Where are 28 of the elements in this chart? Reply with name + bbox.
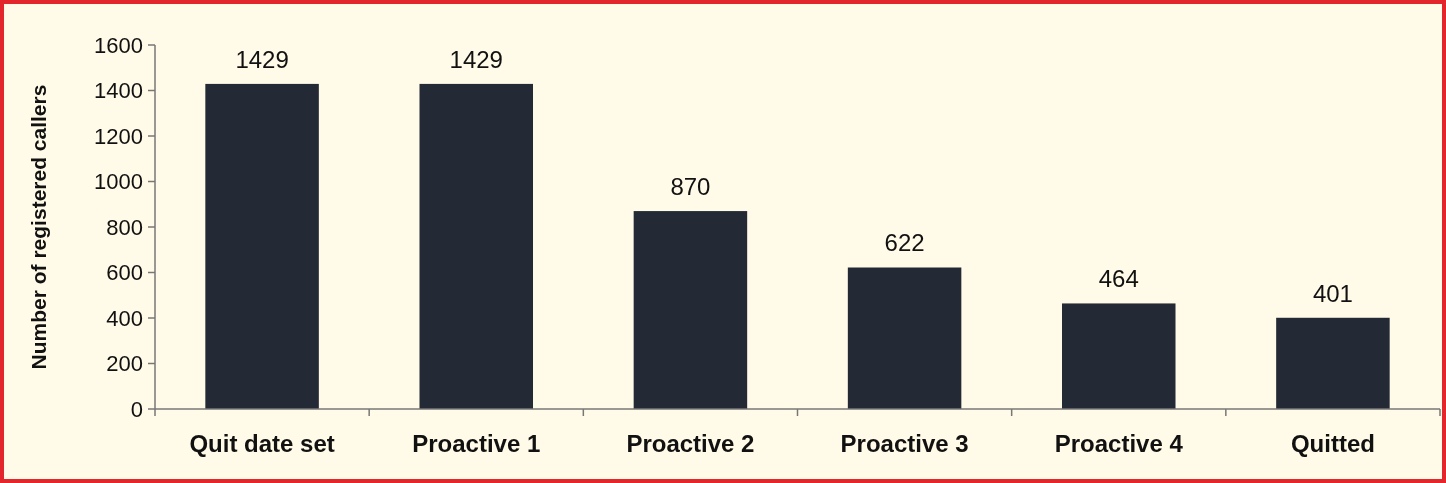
bar [1062,303,1176,409]
data-label: 1429 [235,45,289,73]
y-tick-label: 1400 [94,78,143,104]
bar [1276,317,1390,409]
x-tick-label: Proactive 1 [412,430,541,457]
x-tick-label: Proactive 4 [1054,430,1184,457]
y-axis-title: Number of registered callers [27,84,50,370]
y-tick-label: 1200 [94,123,143,149]
y-tick-label: 400 [106,305,143,331]
data-label: 622 [884,229,925,257]
x-tick-label: Proactive 2 [626,430,755,457]
x-tick-label: Quit date set [189,430,335,457]
y-tick-label: 1000 [94,169,143,195]
y-tick-label: 0 [130,396,143,422]
x-tick-label: Proactive 3 [840,430,969,457]
x-tick-label: Quitted [1290,430,1375,457]
bar [419,83,533,409]
data-label: 464 [1098,265,1139,293]
y-tick-label: 200 [106,351,143,377]
data-label: 870 [670,173,711,201]
y-tick-label: 600 [106,260,143,286]
data-label: 1429 [449,45,503,73]
data-label: 401 [1312,279,1353,307]
y-tick-label: 1600 [94,32,143,58]
bar [205,83,319,409]
y-tick-label: 800 [106,214,143,240]
bar [847,267,962,409]
bar [633,211,748,409]
